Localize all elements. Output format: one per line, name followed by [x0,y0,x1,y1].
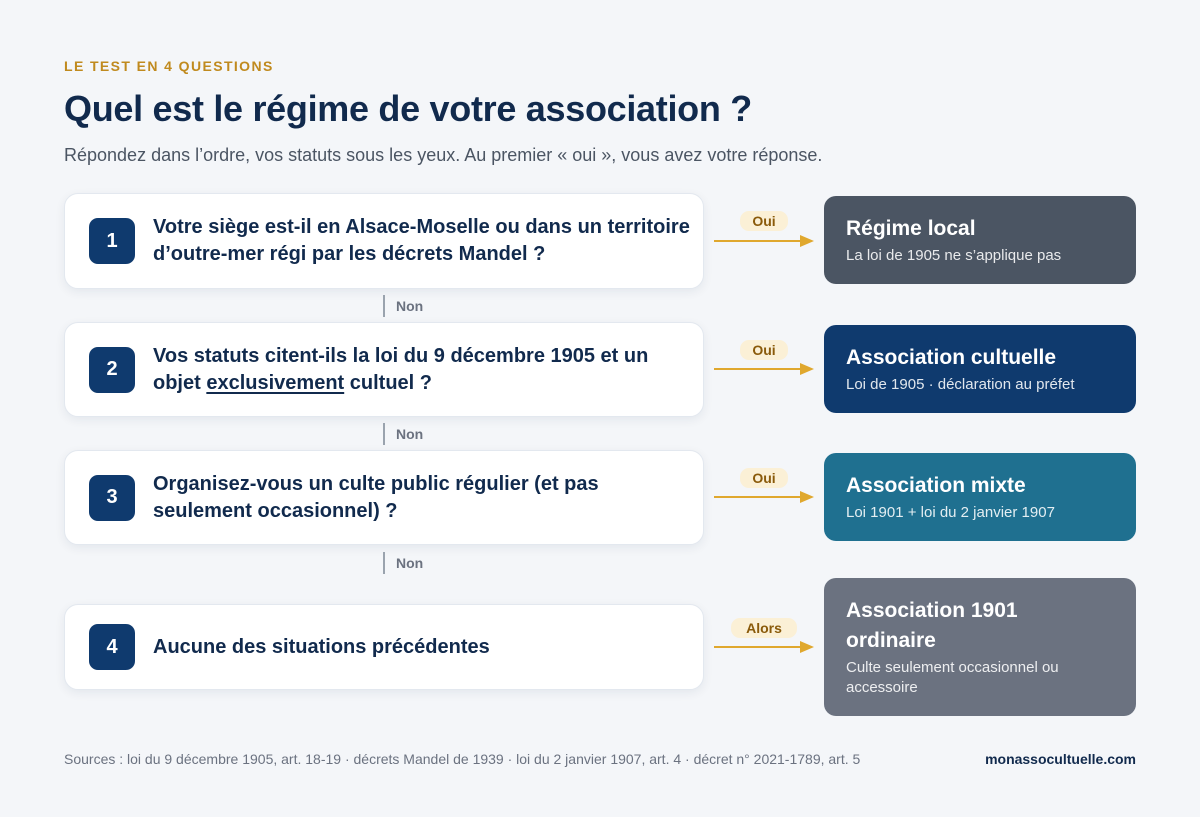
result-subtitle: Loi de 1905 · déclaration au préfet [846,376,1075,393]
page-title: Quel est le régime de votre association … [64,88,752,129]
question-text: Votre siège est-il en Alsace-Moselle ou … [153,216,690,265]
arrow-right-icon [714,363,814,375]
result-subtitle: Loi 1901 + loi du 2 janvier 1907 [846,504,1055,521]
branch-label: Oui [740,340,788,360]
site-link[interactable]: monassocultuelle.com [985,751,1136,767]
eyebrow-label: LE TEST EN 4 QUESTIONS [64,58,274,74]
question-text: Organisez-vous un culte public régulier … [153,472,599,522]
connector-label: Non [396,298,424,314]
branch-label: Oui [740,211,788,231]
result-card-regime-local: Régime local La loi de 1905 ne s’appliqu… [824,196,1136,284]
arrow-right-icon [714,641,814,653]
question-number-badge: 3 [89,474,135,521]
question-text-part: Vos statuts citent-ils la loi du 9 décem… [153,344,649,394]
connector-label: Non [396,555,424,571]
result-card-association-cultuelle: Association cultuelle Loi de 1905 · décl… [824,325,1136,413]
sources-footnote: Sources : loi du 9 décembre 1905, art. 1… [64,751,861,767]
result-subtitle: La loi de 1905 ne s’applique pas [846,247,1062,264]
connector-label: Non [396,426,424,442]
result-title: Association mixte [846,474,1026,497]
branch-label: Alors [731,618,797,638]
question-card-3: 3 Organisez-vous un culte public régulie… [64,450,704,545]
question-number-badge: 2 [89,346,135,393]
question-text-emphasis: exclusivement [206,371,345,394]
question-number-badge: 4 [89,624,135,670]
page-subtitle: Répondez dans l’ordre, vos statuts sous … [64,145,823,165]
question-number-badge: 1 [89,218,135,264]
question-text-part: cultuel ? [344,371,432,394]
branch-label: Oui [740,468,788,488]
result-title: Association cultuelle [846,346,1057,369]
no-connector: Non [383,552,423,574]
question-text: Aucune des situations précédentes [153,635,490,658]
arrow-right-icon [714,235,814,247]
result-title: Association 1901 ordinaire [846,599,1018,652]
question-text: Vos statuts citent-ils la loi du 9 décem… [153,343,693,397]
connector-line [383,295,385,317]
connector-line [383,423,385,445]
connector-line [383,552,385,574]
arrow-right-icon [714,491,814,503]
result-subtitle: Culte seulement occasionnel ou accessoir… [846,659,1059,696]
result-card-association-1901: Association 1901 ordinaire Culte seuleme… [824,578,1136,716]
result-card-association-mixte: Association mixte Loi 1901 + loi du 2 ja… [824,453,1136,541]
result-title: Régime local [846,217,976,240]
question-card-4: 4 Aucune des situations précédentes [64,604,704,690]
question-card-2: 2 Vos statuts citent-ils la loi du 9 déc… [64,322,704,417]
no-connector: Non [383,295,423,317]
question-card-1: 1 Votre siège est-il en Alsace-Moselle o… [64,193,704,289]
no-connector: Non [383,423,423,445]
